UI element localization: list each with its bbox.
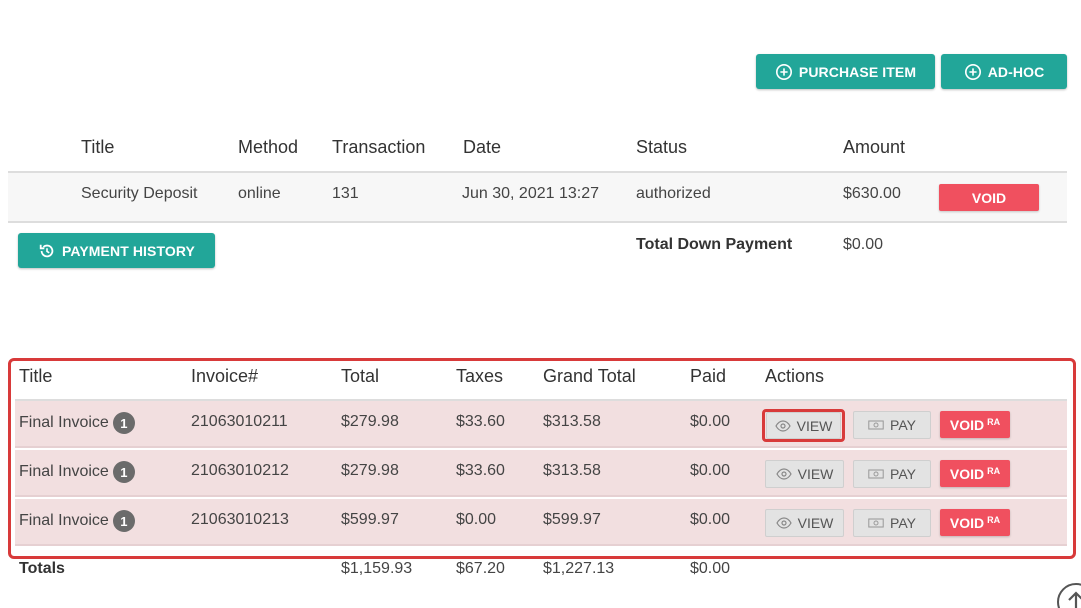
invoice-title: Final Invoice 1 — [19, 510, 135, 532]
plus-circle-icon — [964, 63, 981, 80]
eye-icon — [774, 419, 791, 432]
totals-taxes: $67.20 — [456, 560, 505, 577]
invoice-title: Final Invoice 1 — [19, 412, 135, 434]
pay-invoice-button[interactable]: PAY — [853, 411, 931, 439]
void-ra-label: RA — [987, 465, 1001, 476]
column-header-title: Title — [81, 137, 115, 157]
table-divider — [8, 171, 1067, 173]
payment-status: authorized — [636, 185, 711, 202]
money-icon — [868, 469, 884, 479]
table-divider — [8, 221, 1067, 223]
invoice-taxes: $33.60 — [456, 462, 505, 479]
history-icon — [39, 244, 54, 257]
column-header-grand-total: Grand Total — [543, 366, 636, 386]
invoice-number: 21063010211 — [191, 413, 288, 430]
column-header-title: Title — [19, 366, 53, 386]
payment-history-label: PAYMENT HISTORY — [62, 242, 195, 259]
void-label: VOID — [949, 416, 985, 433]
invoice-number: 21063010212 — [191, 462, 289, 479]
column-header-invoice: Invoice# — [191, 366, 259, 386]
invoice-total: $599.97 — [341, 511, 399, 528]
void-payment-button[interactable]: VOID — [939, 184, 1039, 211]
invoice-grand-total: $599.97 — [543, 511, 601, 528]
void-invoice-button[interactable]: VOID RA — [940, 460, 1010, 487]
invoice-grand-total: $313.58 — [543, 462, 601, 479]
column-header-transaction: Transaction — [332, 137, 426, 157]
void-label: VOID — [949, 514, 985, 531]
invoice-paid: $0.00 — [690, 511, 731, 528]
totals-label: Totals — [19, 560, 65, 577]
count-badge: 1 — [112, 510, 135, 532]
pay-label: PAY — [890, 417, 916, 433]
totals-paid: $0.00 — [690, 560, 731, 577]
invoice-grand-total: $313.58 — [543, 413, 601, 430]
eye-icon — [775, 517, 792, 529]
invoice-taxes: $0.00 — [456, 511, 497, 528]
void-ra-label: RA — [987, 514, 1001, 525]
view-invoice-button[interactable]: VIEW — [765, 460, 844, 488]
pay-invoice-button[interactable]: PAY — [853, 509, 931, 537]
column-header-actions: Actions — [765, 366, 825, 386]
payment-amount: $630.00 — [843, 185, 901, 202]
pay-invoice-button[interactable]: PAY — [853, 460, 931, 488]
column-header-paid: Paid — [690, 366, 727, 386]
total-down-payment-value: $0.00 — [843, 236, 884, 253]
column-header-method: Method — [238, 137, 299, 157]
invoices-highlight-box — [8, 358, 1076, 559]
view-invoice-button[interactable]: VIEW — [765, 509, 844, 537]
column-header-total: Total — [341, 366, 380, 386]
count-badge: 1 — [112, 461, 135, 483]
payment-transaction: 131 — [332, 185, 359, 202]
invoice-paid: $0.00 — [690, 462, 731, 479]
column-header-taxes: Taxes — [456, 366, 504, 386]
table-divider — [15, 399, 1067, 401]
payment-date: Jun 30, 2021 13:27 — [462, 185, 600, 202]
purchase-item-button[interactable]: PURCHASE ITEM — [756, 54, 935, 89]
view-label: VIEW — [796, 417, 833, 434]
money-icon — [868, 518, 884, 528]
invoice-title: Final Invoice 1 — [19, 461, 135, 483]
void-ra-label: RA — [987, 416, 1001, 427]
view-label: VIEW — [797, 515, 834, 531]
column-header-amount: Amount — [843, 137, 906, 157]
invoice-paid: $0.00 — [690, 413, 731, 430]
arrow-up-circle-icon — [1057, 583, 1081, 608]
void-label: VOID — [949, 465, 985, 482]
column-header-date: Date — [463, 137, 502, 157]
table-row — [8, 173, 1067, 221]
invoice-title-text: Final Invoice — [19, 512, 109, 530]
eye-icon — [775, 468, 792, 480]
count-badge: 1 — [112, 412, 135, 434]
invoice-taxes: $33.60 — [456, 413, 505, 430]
payment-history-button[interactable]: PAYMENT HISTORY — [18, 233, 215, 268]
adhoc-label: AD-HOC — [987, 63, 1045, 80]
pay-label: PAY — [890, 466, 916, 482]
void-invoice-button[interactable]: VOID RA — [940, 411, 1010, 438]
column-header-status: Status — [636, 137, 688, 157]
adhoc-button[interactable]: AD-HOC — [941, 54, 1067, 89]
invoice-number: 21063010213 — [191, 511, 289, 528]
view-highlight-box — [762, 409, 845, 442]
plus-circle-icon — [775, 63, 792, 80]
purchase-item-label: PURCHASE ITEM — [798, 63, 917, 80]
invoice-title-text: Final Invoice — [19, 414, 109, 432]
void-invoice-button[interactable]: VOID RA — [940, 509, 1010, 536]
view-label: VIEW — [797, 466, 834, 482]
total-down-payment-label: Total Down Payment — [636, 236, 793, 253]
view-invoice-button[interactable]: VIEW — [766, 412, 841, 439]
money-icon — [868, 420, 884, 430]
invoice-total: $279.98 — [341, 462, 399, 479]
totals-total: $1,159.93 — [341, 560, 413, 577]
invoice-total: $279.98 — [341, 413, 399, 430]
payment-title: Security Deposit — [81, 185, 198, 202]
payment-method: online — [238, 185, 281, 202]
scroll-top-button[interactable] — [1056, 582, 1081, 608]
invoice-title-text: Final Invoice — [19, 463, 109, 481]
pay-label: PAY — [890, 515, 916, 531]
totals-grand-total: $1,227.13 — [543, 560, 615, 577]
